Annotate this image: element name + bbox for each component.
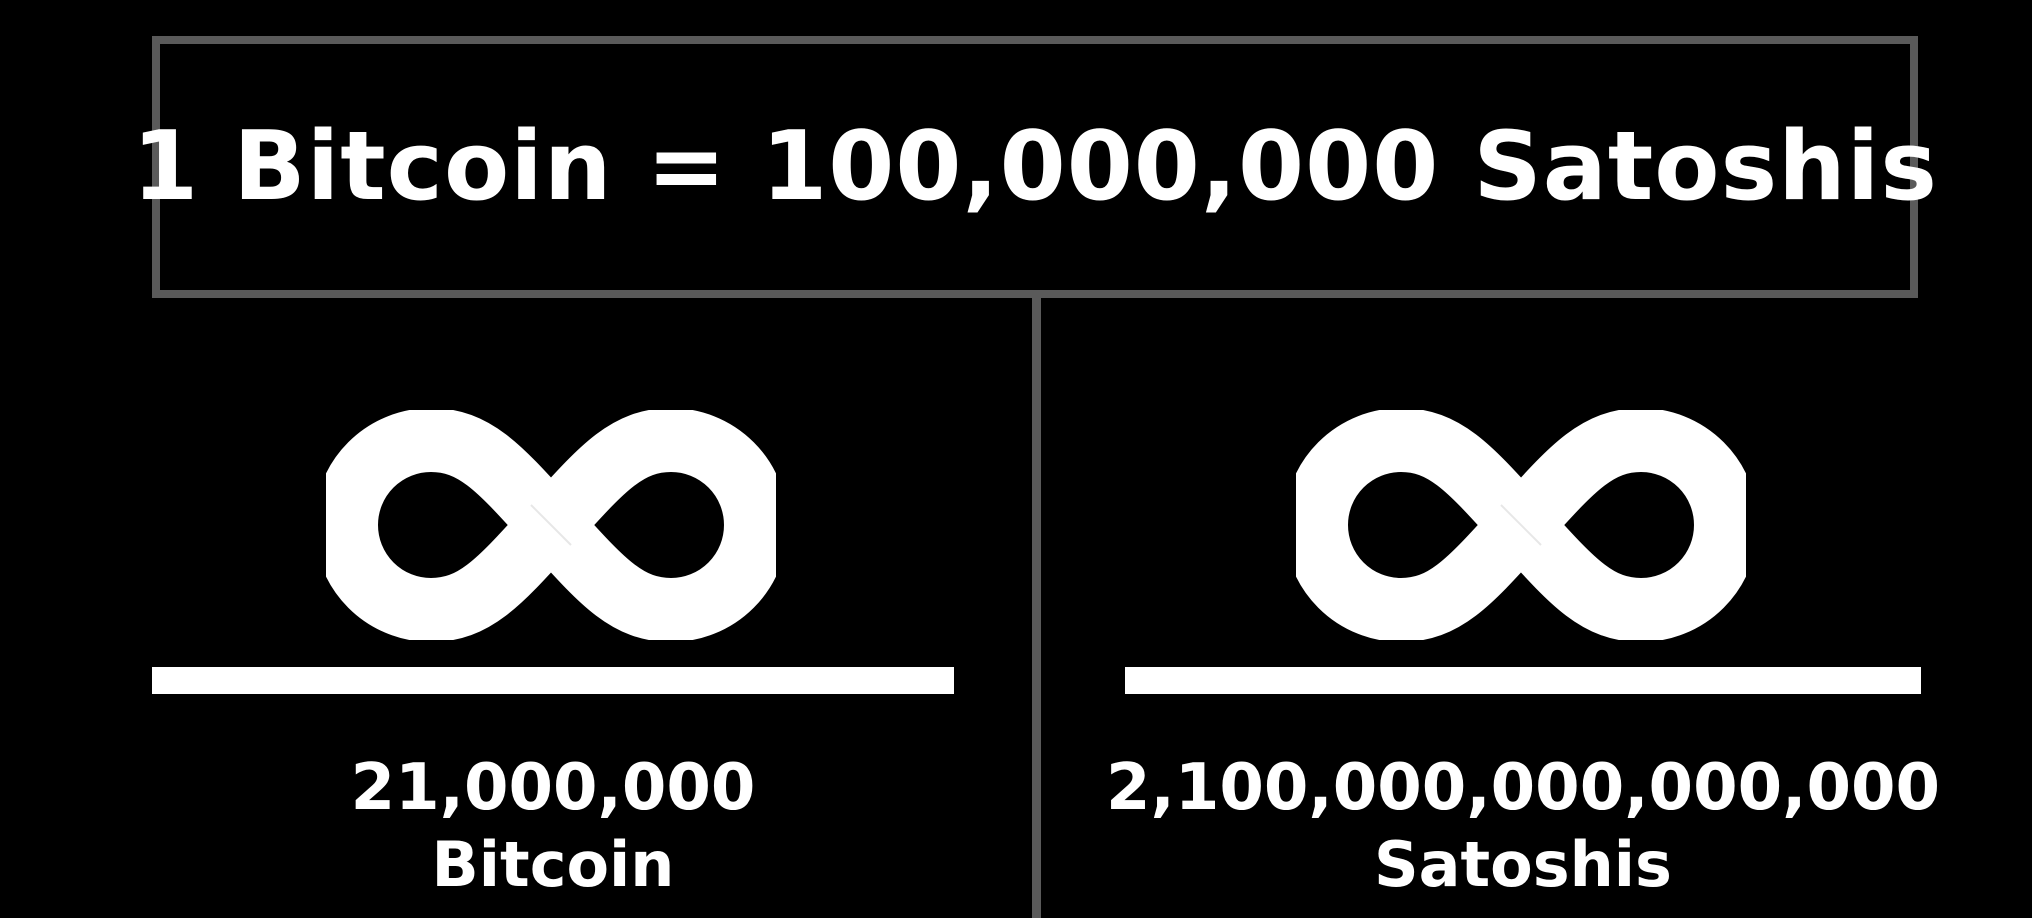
bitcoin-unit: Bitcoin [431, 828, 675, 901]
infinity-icon [326, 410, 776, 640]
infinity-icon [1296, 410, 1746, 640]
title: 1 Bitcoin = 100,000,000 Satoshis [132, 112, 1938, 222]
title-box: 1 Bitcoin = 100,000,000 Satoshis [132, 36, 1937, 298]
satoshi-amount: 2,100,000,000,000,000 [1105, 751, 1941, 825]
center-divider [1032, 298, 1041, 918]
fraction-bar-right [1125, 667, 1921, 694]
fraction-bar-left [152, 667, 954, 694]
satoshi-unit: Satoshis [1374, 828, 1672, 901]
bitcoin-amount: 21,000,000 [350, 751, 756, 825]
